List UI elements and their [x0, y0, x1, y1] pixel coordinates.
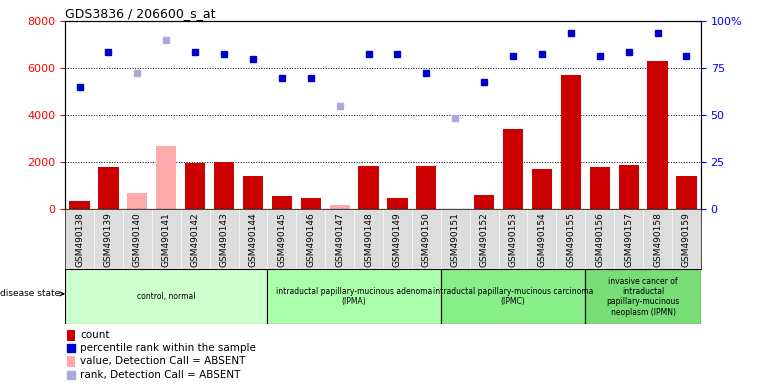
Text: GSM490144: GSM490144: [248, 212, 257, 267]
Text: GSM490143: GSM490143: [220, 212, 228, 267]
Bar: [676, 176, 696, 209]
Bar: [185, 164, 205, 209]
Text: GSM490159: GSM490159: [682, 212, 691, 267]
Text: GSM490156: GSM490156: [595, 212, 604, 267]
Bar: [300, 197, 321, 209]
Bar: [416, 166, 437, 209]
FancyBboxPatch shape: [267, 269, 440, 324]
Text: GSM490149: GSM490149: [393, 212, 402, 267]
Bar: [329, 205, 350, 209]
Bar: [474, 195, 494, 209]
Bar: [388, 197, 408, 209]
Bar: [647, 61, 668, 209]
Bar: [67, 356, 75, 367]
Bar: [358, 166, 378, 209]
Bar: [503, 129, 523, 209]
Bar: [98, 167, 119, 209]
Bar: [67, 330, 75, 341]
Text: invasive cancer of
intraductal
papillary-mucinous
neoplasm (IPMN): invasive cancer of intraductal papillary…: [607, 276, 679, 317]
Text: percentile rank within the sample: percentile rank within the sample: [80, 343, 257, 353]
Text: GSM490141: GSM490141: [162, 212, 171, 267]
Text: GSM490138: GSM490138: [75, 212, 84, 267]
Bar: [618, 165, 639, 209]
Text: control, normal: control, normal: [137, 292, 195, 301]
Text: GSM490154: GSM490154: [538, 212, 546, 267]
Text: GSM490157: GSM490157: [624, 212, 633, 267]
Text: value, Detection Call = ABSENT: value, Detection Call = ABSENT: [80, 356, 246, 366]
Text: GSM490147: GSM490147: [336, 212, 344, 267]
Bar: [243, 176, 263, 209]
Text: GDS3836 / 206600_s_at: GDS3836 / 206600_s_at: [65, 7, 215, 20]
Bar: [532, 169, 552, 209]
Bar: [561, 75, 581, 209]
FancyBboxPatch shape: [585, 269, 701, 324]
Text: GSM490150: GSM490150: [422, 212, 430, 267]
Text: GSM490155: GSM490155: [566, 212, 575, 267]
Text: GSM490158: GSM490158: [653, 212, 662, 267]
Text: GSM490142: GSM490142: [191, 212, 200, 267]
Text: GSM490153: GSM490153: [509, 212, 518, 267]
Text: disease state: disease state: [0, 290, 64, 298]
Text: GSM490152: GSM490152: [480, 212, 489, 267]
Bar: [156, 146, 176, 209]
Text: intraductal papillary-mucinous carcinoma
(IPMC): intraductal papillary-mucinous carcinoma…: [433, 287, 593, 306]
Bar: [590, 167, 610, 209]
FancyBboxPatch shape: [65, 269, 267, 324]
FancyBboxPatch shape: [440, 269, 585, 324]
Text: rank, Detection Call = ABSENT: rank, Detection Call = ABSENT: [80, 370, 241, 380]
Text: GSM490148: GSM490148: [364, 212, 373, 267]
Bar: [214, 162, 234, 209]
Text: GSM490145: GSM490145: [277, 212, 286, 267]
Bar: [70, 201, 90, 209]
Text: GSM490139: GSM490139: [104, 212, 113, 267]
Text: GSM490146: GSM490146: [306, 212, 316, 267]
Bar: [127, 193, 148, 209]
Text: intraductal papillary-mucinous adenoma
(IPMA): intraductal papillary-mucinous adenoma (…: [276, 287, 432, 306]
Text: GSM490140: GSM490140: [133, 212, 142, 267]
Bar: [272, 196, 292, 209]
Text: count: count: [80, 330, 110, 340]
Text: GSM490151: GSM490151: [450, 212, 460, 267]
